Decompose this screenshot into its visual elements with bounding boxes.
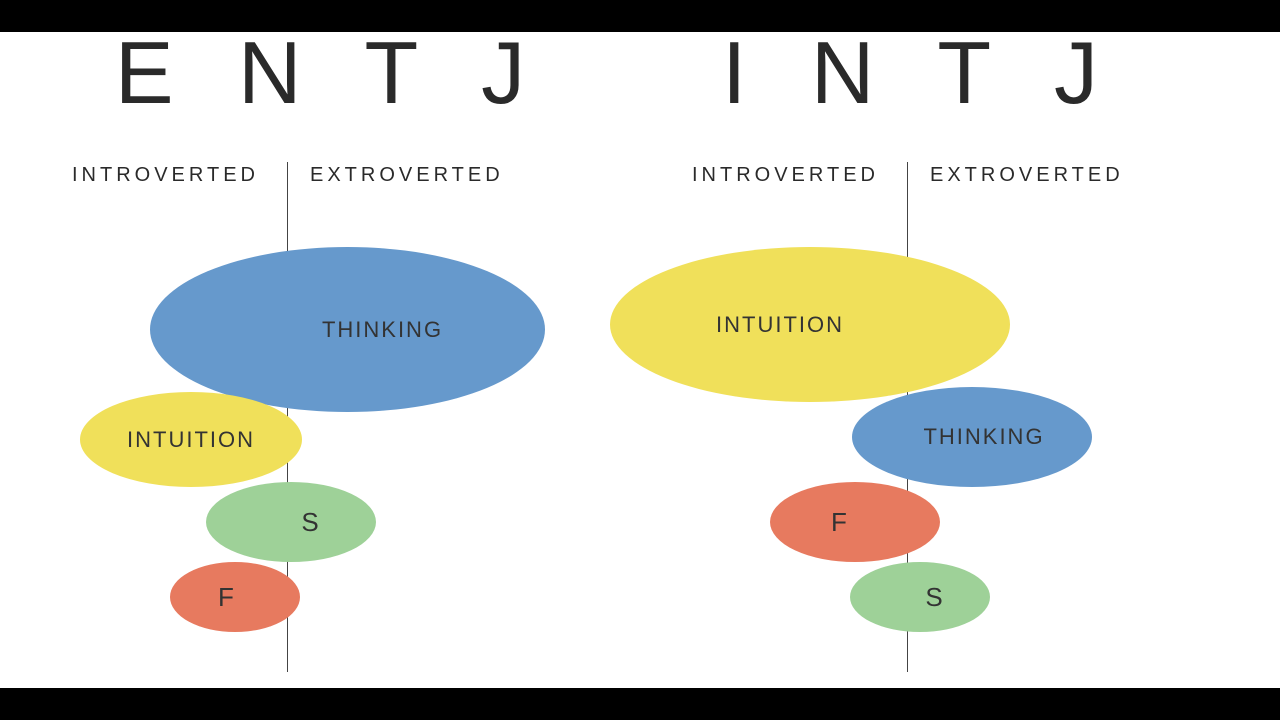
label-entj-introverted: INTROVERTED (72, 164, 259, 187)
ellipse-label: F (218, 582, 236, 613)
title-intj: I N T J (640, 22, 1200, 124)
ellipse-entj-intuition: INTUITION (80, 392, 302, 487)
ellipse-intj-intuition: INTUITION (610, 247, 1010, 402)
ellipse-label: S (925, 582, 944, 613)
diagram-canvas: E N T J INTROVERTED EXTROVERTED THINKING… (0, 32, 1280, 688)
ellipse-label: THINKING (923, 424, 1044, 450)
ellipse-intj-feeling: F (770, 482, 940, 562)
ellipse-intj-sensing: S (850, 562, 990, 632)
label-intj-extroverted: EXTROVERTED (930, 164, 1124, 187)
ellipse-label: S (301, 507, 320, 538)
ellipse-label: THINKING (322, 317, 443, 343)
ellipse-entj-sensing: S (206, 482, 376, 562)
label-intj-introverted: INTROVERTED (692, 164, 879, 187)
ellipse-label: F (831, 507, 849, 538)
label-entj-extroverted: EXTROVERTED (310, 164, 504, 187)
ellipse-label: INTUITION (716, 312, 844, 338)
ellipse-entj-thinking: THINKING (150, 247, 545, 412)
ellipse-label: INTUITION (127, 427, 255, 453)
ellipse-entj-feeling: F (170, 562, 300, 632)
ellipse-intj-thinking: THINKING (852, 387, 1092, 487)
title-entj: E N T J (50, 22, 610, 124)
